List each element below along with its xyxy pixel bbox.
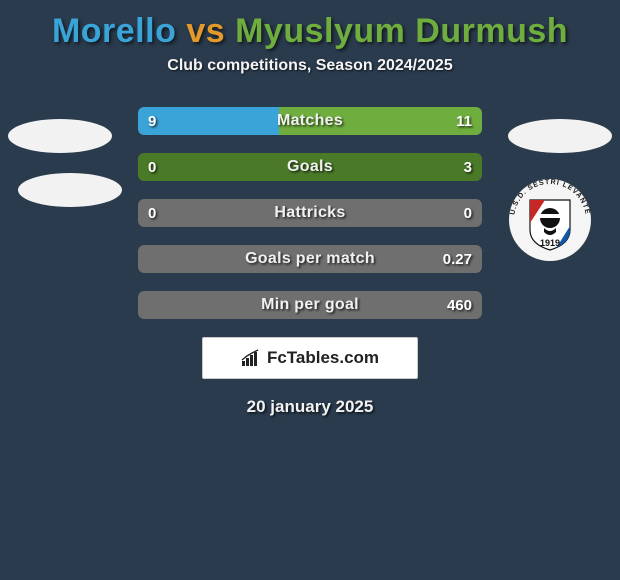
bar-row: Matches9 11: [138, 107, 482, 135]
team-badge-right: U.S.D. SESTRI LEVANTE 1919: [500, 178, 600, 262]
brand-text: FcTables.com: [267, 348, 379, 368]
bar-value-left: 0: [148, 199, 156, 227]
date-text: 20 january 2025: [0, 397, 620, 417]
bar-label: Min per goal: [138, 291, 482, 319]
bar-value-left: 9: [148, 107, 156, 135]
bar-label: Matches: [138, 107, 482, 135]
team-logo-left-1: [8, 119, 112, 153]
brand-box[interactable]: FcTables.com: [202, 337, 418, 379]
subtitle: Club competitions, Season 2024/2025: [0, 57, 620, 75]
badge-year: 1919: [540, 238, 560, 248]
bar-value-right: 0: [464, 199, 472, 227]
brand-chart-icon: [241, 349, 263, 367]
bar-value-left: 0: [148, 153, 156, 181]
player1-name: Morello: [52, 12, 176, 50]
bar-label: Hattricks: [138, 199, 482, 227]
bar-row: Goals per match0.27: [138, 245, 482, 273]
bar-row: Min per goal460: [138, 291, 482, 319]
bar-value-right: 0.27: [443, 245, 472, 273]
bar-row: Hattricks0 0: [138, 199, 482, 227]
page-title: Morello vs Myuslyum Durmush: [0, 0, 620, 57]
bar-value-right: 3: [464, 153, 472, 181]
vs-text: vs: [186, 12, 225, 50]
team-logo-right-1: [508, 119, 612, 153]
bar-label: Goals per match: [138, 245, 482, 273]
comparison-bars: Matches911Goals03Hattricks00Goals per ma…: [138, 107, 482, 319]
bar-value-right: 11: [456, 107, 472, 135]
player2-name: Myuslyum Durmush: [235, 12, 568, 50]
bar-row: Goals0 3: [138, 153, 482, 181]
bar-label: Goals: [138, 153, 482, 181]
bar-value-right: 460: [447, 291, 472, 319]
team-logo-left-2: [18, 173, 122, 207]
